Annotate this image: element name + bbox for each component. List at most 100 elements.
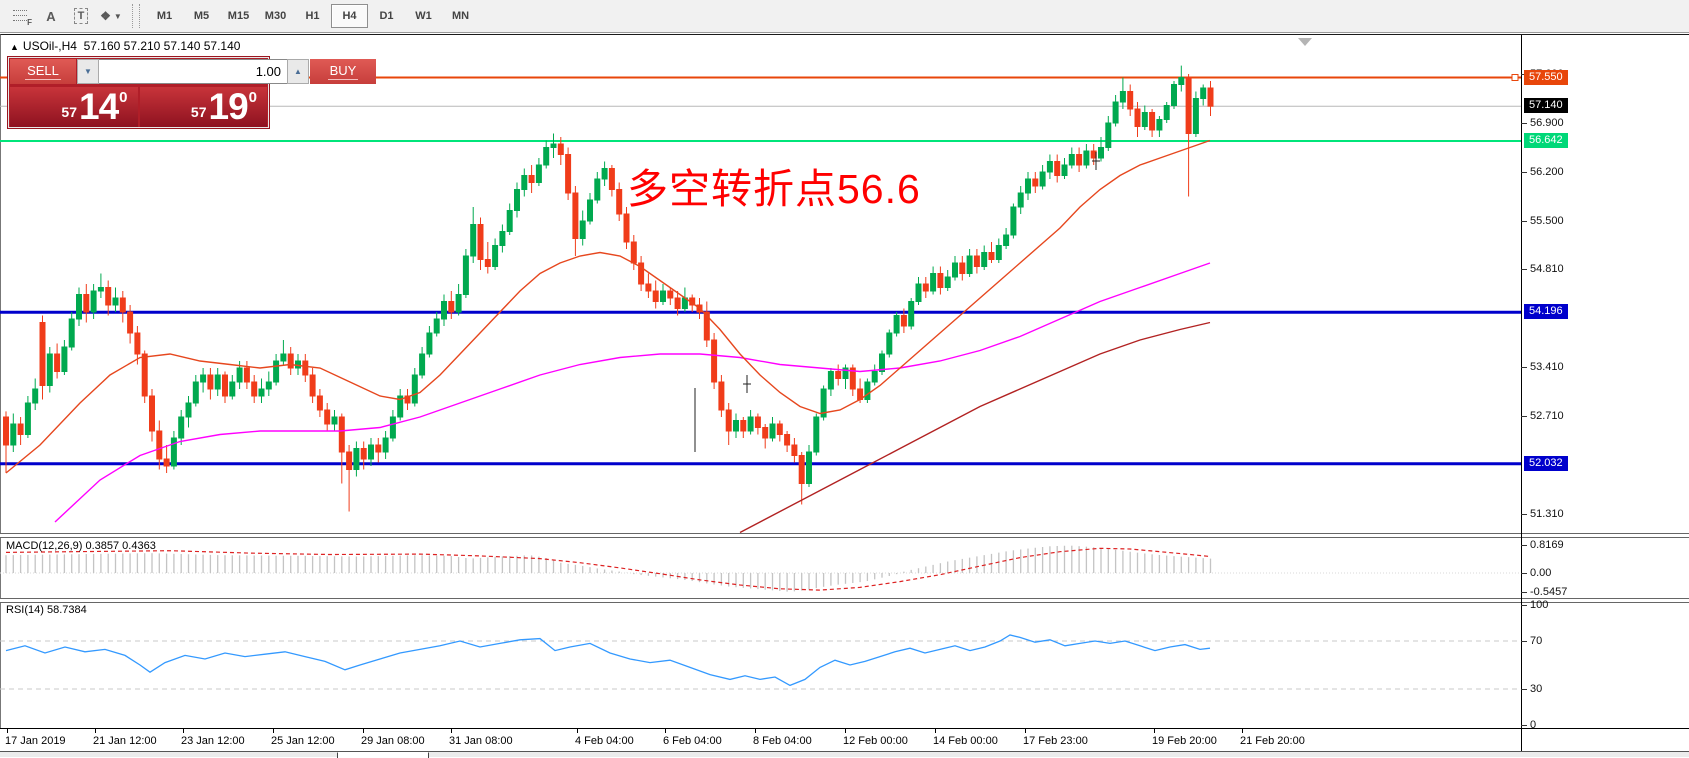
time-tick — [755, 729, 756, 733]
sell-button[interactable]: SELL — [10, 59, 76, 84]
price-tick-55.500: 55.500 — [1530, 215, 1564, 227]
buy-button[interactable]: BUY — [310, 59, 376, 84]
text-icon: A — [46, 8, 56, 24]
chevron-down-icon: ▼ — [113, 11, 122, 21]
time-axis[interactable]: 17 Jan 2019 21 Jan 12:00 23 Jan 12:00 25 Ja… — [0, 728, 1689, 751]
text-tool-button[interactable]: A — [37, 3, 65, 29]
time-label: 17 Jan 2019 — [5, 735, 66, 747]
pane-separator[interactable] — [0, 533, 1689, 538]
timeframe-button-m5[interactable]: M5 — [193, 10, 210, 22]
rsi-tick-100: 100 — [1530, 599, 1549, 611]
macd-pane-canvas[interactable] — [0, 536, 1521, 598]
axis-tick — [1521, 123, 1527, 124]
axis-tick — [1521, 591, 1527, 593]
time-label: 8 Feb 04:00 — [753, 735, 812, 747]
drawing-tools-group: F A T ❖ ▼ — [6, 3, 126, 29]
price-tick-51.310: 51.310 — [1530, 508, 1564, 521]
time-tick — [845, 729, 846, 733]
time-tick — [273, 729, 274, 733]
time-label: 21 Jan 12:00 — [93, 735, 157, 747]
ma-darkred-line — [739, 321, 1211, 533]
line-handle[interactable] — [1511, 74, 1519, 81]
volume-up-button[interactable]: ▲ — [287, 59, 309, 84]
label-tool-button[interactable]: T — [67, 3, 95, 29]
time-tick — [95, 729, 96, 733]
macd-tick-0.8169: 0.8169 — [1530, 538, 1564, 551]
price-badge-56.642: 56.642 — [1524, 133, 1568, 149]
price-badge-57.550: 57.550 — [1524, 69, 1568, 85]
timeframe-button-m30[interactable]: M30 — [264, 10, 287, 22]
buy-price-display[interactable]: 57 19 0 — [139, 87, 267, 127]
time-tick — [7, 729, 8, 733]
timeframe-button-w1[interactable]: W1 — [415, 10, 432, 22]
fibonacci-tool-button[interactable]: F — [7, 3, 35, 29]
tick-up-icon: ▲ — [10, 42, 19, 52]
axis-tick — [1521, 514, 1527, 516]
price-badge-52.032: 52.032 — [1524, 455, 1568, 471]
rsi-tick-0: 0 — [1530, 719, 1537, 731]
rsi-pane-canvas[interactable] — [0, 601, 1521, 728]
time-label: 29 Jan 08:00 — [361, 735, 425, 747]
timeframe-button-mn[interactable]: MN — [451, 10, 470, 22]
chart-shift-marker-icon[interactable] — [1298, 38, 1312, 46]
time-tick — [1154, 729, 1155, 733]
time-label: 12 Feb 00:00 — [843, 735, 908, 747]
price-tick-56.200: 56.200 — [1530, 166, 1564, 178]
axis-tick — [1521, 416, 1527, 418]
price-tick-54.810: 54.810 — [1530, 263, 1564, 276]
arrows-icon: ❖ — [100, 9, 111, 23]
timeframe-button-d1[interactable]: D1 — [379, 10, 394, 22]
time-label: 19 Feb 20:00 — [1152, 735, 1217, 747]
quote-symbol: USOil-,H4 — [22, 39, 77, 53]
macd-tick-0.00: 0.00 — [1530, 567, 1552, 579]
arrows-tool-button[interactable]: ❖ ▼ — [97, 3, 125, 29]
quote-ohlc: 57.160 57.210 57.140 57.140 — [83, 39, 241, 53]
axis-tick — [1521, 605, 1527, 606]
toolbar-separator — [132, 4, 140, 28]
axis-tick — [1521, 221, 1527, 222]
time-label: 25 Jan 12:00 — [271, 735, 335, 747]
timeframe-button-h1[interactable]: H1 — [305, 10, 320, 22]
price-badge-54.196: 54.196 — [1524, 304, 1568, 320]
time-tick — [577, 729, 578, 733]
timeframe-group: M1 M5 M15 M30 H1 H4 D1 W1 MN — [146, 4, 479, 28]
rsi-label: RSI(14) 58.7384 — [6, 604, 87, 616]
price-tick-52.710: 52.710 — [1530, 410, 1564, 423]
window-tabs-strip — [0, 751, 1689, 758]
time-tick — [665, 729, 666, 733]
chart-text-annotation[interactable]: 多空转折点56.6 — [627, 166, 921, 212]
label-icon: T — [73, 8, 89, 24]
time-label: 6 Feb 04:00 — [663, 735, 722, 747]
rsi-line — [5, 634, 1211, 687]
axis-tick — [1521, 725, 1527, 726]
price-badge-57.140: 57.140 — [1524, 98, 1568, 114]
price-tick-53.410: 53.410 — [1530, 361, 1564, 374]
price-tick-56.900: 56.900 — [1530, 117, 1564, 129]
time-tick — [935, 729, 936, 733]
chart-tab-top[interactable] — [337, 752, 429, 758]
time-label: 21 Feb 20:00 — [1240, 735, 1305, 747]
volume-stepper: ▼ ▲ — [77, 59, 309, 84]
rsi-tick-70: 70 — [1530, 635, 1543, 647]
chart-window[interactable] — [0, 34, 1689, 757]
timeframe-button-m15[interactable]: M15 — [227, 10, 250, 22]
volume-input[interactable] — [99, 59, 287, 84]
main-chart-canvas[interactable] — [0, 35, 1521, 533]
time-tick — [183, 729, 184, 733]
timeframe-button-h4[interactable]: H4 — [331, 4, 368, 28]
time-tick — [1025, 729, 1026, 733]
axis-tick — [1521, 367, 1527, 369]
fibonacci-icon: F — [13, 9, 32, 27]
price-axis-line — [1521, 35, 1522, 751]
time-tick — [451, 729, 452, 733]
pane-separator[interactable] — [0, 598, 1689, 603]
macd-signal-line — [5, 547, 1211, 591]
timeframe-button-m1[interactable]: M1 — [156, 10, 173, 22]
time-label: 17 Feb 23:00 — [1023, 735, 1088, 747]
time-tick — [363, 729, 364, 733]
one-click-trading-panel: SELL ▼ ▲ BUY 57 14 0 57 19 0 — [8, 57, 376, 128]
sell-price-display[interactable]: 57 14 0 — [10, 87, 138, 127]
volume-down-button[interactable]: ▼ — [77, 59, 99, 84]
time-tick — [1242, 729, 1243, 733]
axis-tick — [1521, 544, 1527, 546]
